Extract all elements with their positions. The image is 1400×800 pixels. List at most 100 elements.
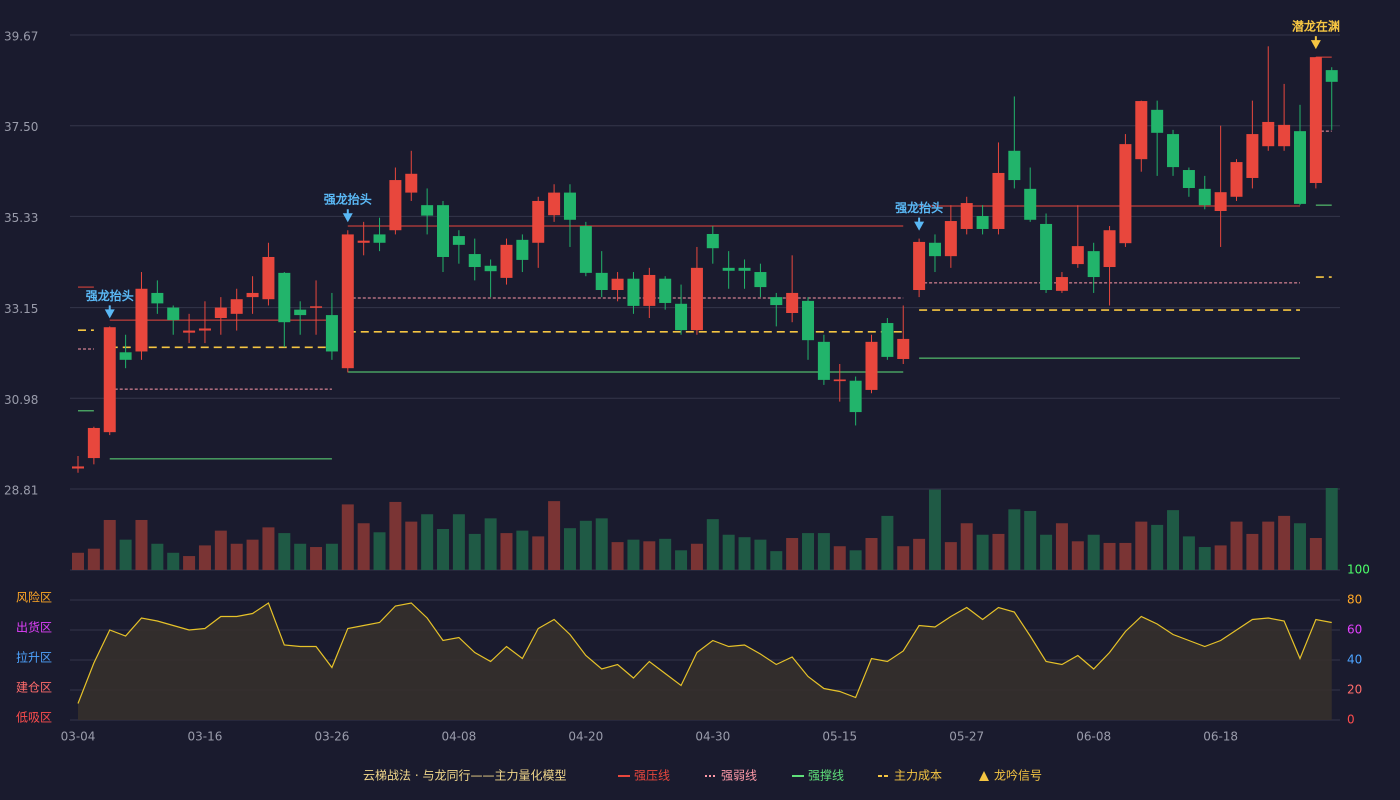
volume-bar	[675, 550, 688, 570]
candle-body	[611, 278, 624, 291]
candle-body	[992, 172, 1005, 229]
candle-body	[1008, 150, 1021, 181]
candle-body	[500, 244, 513, 278]
volume-bar	[849, 550, 862, 570]
volume-bar	[373, 532, 386, 570]
legend-label: 龙吟信号	[994, 768, 1042, 783]
volume-bar	[262, 527, 275, 570]
volume-bar	[1167, 510, 1180, 570]
volume-bar	[1008, 509, 1021, 570]
volume-bar	[1182, 536, 1195, 570]
candle-body	[167, 307, 180, 321]
candle-body	[151, 292, 164, 304]
volume-bar	[770, 551, 783, 570]
candle-body	[627, 278, 640, 306]
volume-bar	[627, 539, 640, 570]
candle-body	[198, 328, 211, 331]
candle-body	[1167, 134, 1180, 168]
volume-bar	[913, 538, 926, 570]
candle-body	[246, 292, 259, 298]
x-tick-label: 05-27	[949, 730, 984, 744]
candle-body	[294, 309, 307, 316]
volume-bar	[183, 556, 196, 570]
volume-bar	[246, 539, 259, 570]
volume-bar	[1309, 538, 1322, 570]
candle-body	[690, 267, 703, 331]
volume-bar	[72, 552, 84, 570]
x-tick-label: 04-08	[441, 730, 476, 744]
candle-body	[72, 466, 84, 469]
volume-bar	[802, 533, 815, 570]
candle-body	[357, 240, 370, 243]
candle-body	[373, 234, 386, 243]
candle-body	[1293, 131, 1306, 204]
candle-body	[452, 236, 465, 245]
x-tick-label: 04-20	[568, 730, 603, 744]
y-tick-label: 39.67	[4, 30, 38, 44]
candle-body	[389, 180, 402, 231]
volume-bar	[754, 539, 767, 570]
zone-label: 建仓区	[16, 681, 52, 695]
volume-bar	[103, 519, 116, 570]
volume-bar	[643, 541, 656, 570]
y-tick-label: 37.50	[4, 120, 38, 134]
candle-body	[849, 380, 862, 413]
candle-body	[913, 241, 926, 291]
volume-bar	[151, 543, 164, 570]
volume-bar	[389, 501, 402, 570]
zone-label: 出货区	[16, 620, 52, 635]
candle-body	[421, 205, 434, 216]
candle-body	[1135, 101, 1148, 160]
volume-bar	[294, 543, 307, 570]
volume-bar	[532, 536, 545, 570]
volume-bar	[706, 519, 719, 570]
candle-body	[865, 341, 878, 390]
volume-bar	[484, 518, 497, 570]
candle-body	[1214, 192, 1227, 211]
candle-body	[1119, 144, 1132, 244]
candle-body	[563, 192, 576, 220]
x-tick-label: 06-08	[1076, 730, 1111, 744]
zone-label: 拉升区	[16, 650, 52, 665]
oscillator-line	[77, 602, 1332, 704]
candle-body	[183, 330, 196, 333]
signal-label: 强龙抬头	[895, 200, 943, 215]
candle-body	[484, 265, 497, 272]
volume-bar	[579, 520, 592, 570]
candle-body	[770, 297, 783, 306]
legend-label: 主力成本	[894, 769, 942, 783]
volume-bar	[341, 504, 354, 570]
volume-bar	[214, 530, 227, 570]
candle-body	[278, 272, 291, 323]
volume-bar	[976, 534, 989, 570]
volume-bar	[690, 543, 703, 570]
volume-bar	[611, 542, 624, 570]
volume-bar	[87, 548, 100, 570]
volume-bar	[833, 546, 846, 570]
volume-bar	[1087, 534, 1100, 570]
candle-body	[119, 352, 132, 360]
y-tick-label: 30.98	[4, 393, 38, 407]
volume-bar	[1278, 515, 1291, 570]
volume-bar	[1135, 521, 1148, 570]
candle-body	[595, 272, 608, 291]
volume-bar	[278, 533, 291, 570]
candle-body	[548, 192, 561, 216]
candle-body	[437, 205, 450, 257]
x-tick-label: 05-15	[822, 730, 857, 744]
volume-bar	[1024, 510, 1037, 570]
legend-label: 强弱线	[721, 769, 757, 783]
candle-body	[1230, 162, 1243, 197]
candle-body	[1278, 124, 1291, 147]
candle-body	[230, 299, 243, 314]
volume-bar	[1293, 523, 1306, 570]
volume-bar	[1325, 488, 1338, 570]
volume-bar	[1246, 533, 1259, 570]
candle-body	[103, 327, 116, 433]
candle-body	[675, 303, 688, 331]
volume-bar	[119, 539, 132, 570]
y2-tick-label: 40	[1347, 653, 1362, 667]
x-tick-label: 03-16	[188, 730, 223, 744]
legend-label: 强撑线	[808, 768, 844, 783]
